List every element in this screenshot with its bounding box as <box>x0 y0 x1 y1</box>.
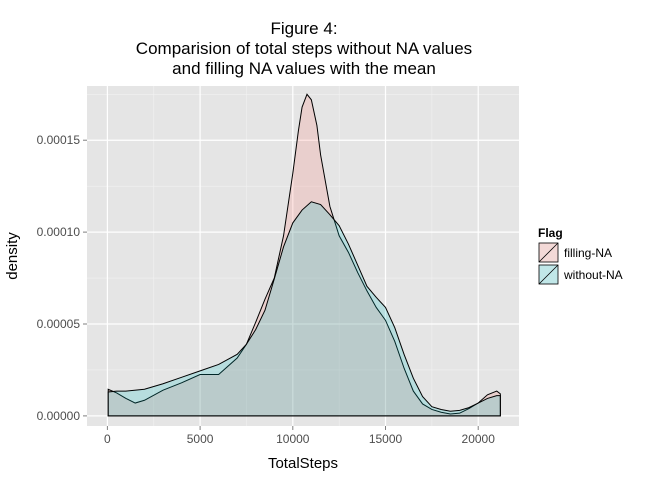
legend-label: without-NA <box>563 268 623 282</box>
y-tick-label: 0.00005 <box>37 317 81 331</box>
chart-title-line: and filling NA values with the mean <box>172 59 436 78</box>
legend-label: filling-NA <box>564 246 612 260</box>
density-areas <box>107 93 501 417</box>
y-tick-label: 0.00015 <box>37 133 81 147</box>
legend-key-slash <box>538 264 559 285</box>
density-area-filling-na <box>107 93 501 417</box>
legend-title: Flag <box>538 226 563 240</box>
x-axis-title: TotalSteps <box>268 455 338 472</box>
axis-ticks: 0 5000 10000 15000 20000 0.00000 0.00005 0.0001… <box>37 133 496 446</box>
chart-title-line: Comparision of total steps without NA va… <box>136 39 472 58</box>
x-tick-label: 0 <box>104 432 111 446</box>
y-tick-label: 0.00010 <box>37 225 81 239</box>
density-area-without-na <box>107 201 501 417</box>
plot-panel <box>87 86 519 426</box>
y-axis-title: density <box>4 232 21 280</box>
legend-key-slash <box>538 242 559 263</box>
legend: Flag filling-NA without-NA <box>537 226 623 286</box>
x-tick-label: 15000 <box>369 432 403 446</box>
x-tick-label: 10000 <box>276 432 310 446</box>
chart-title: Figure 4:Comparision of total steps with… <box>136 19 472 78</box>
chart-title-line: Figure 4: <box>270 19 337 38</box>
x-tick-label: 5000 <box>187 432 214 446</box>
x-tick-label: 20000 <box>462 432 496 446</box>
y-tick-label: 0.00000 <box>37 409 81 423</box>
